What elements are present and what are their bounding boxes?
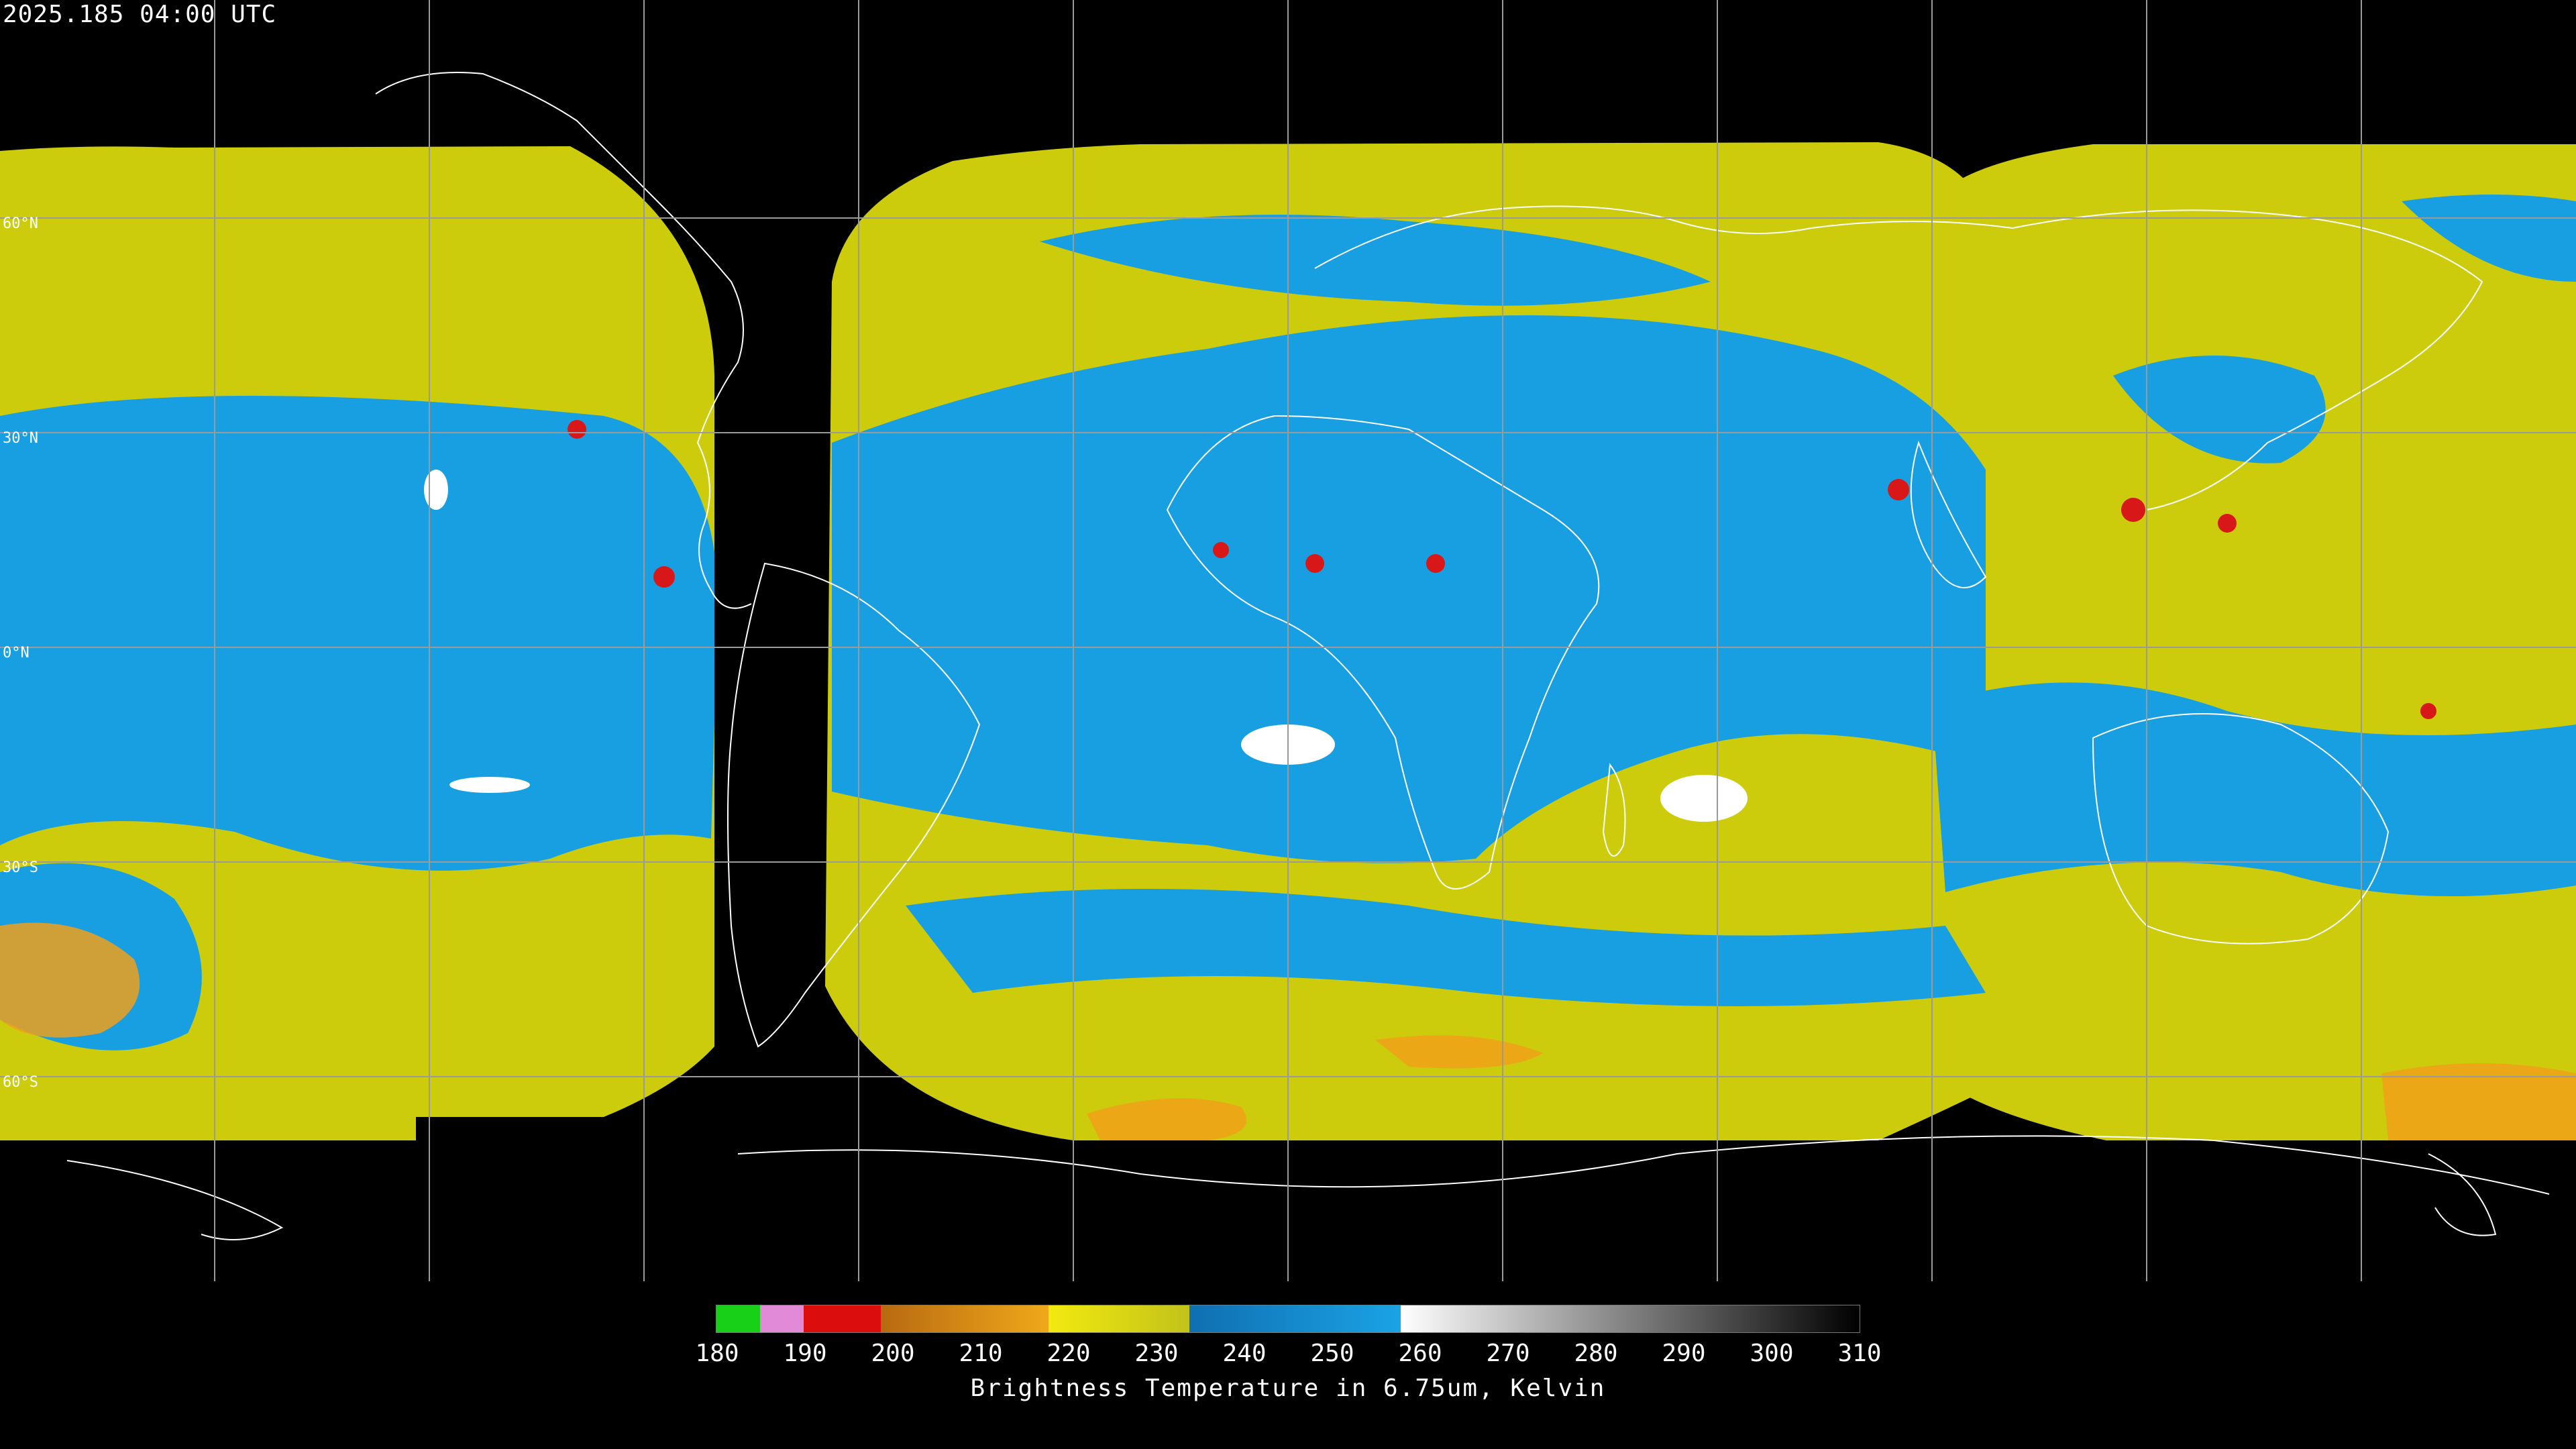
colorbar-segment-235 <box>1189 1305 1401 1332</box>
colorbar-tick-250: 250 <box>1310 1340 1354 1367</box>
timestamp: 2025.185 04:00 UTC <box>3 1 277 28</box>
colorbar-tick-260: 260 <box>1398 1340 1442 1367</box>
colorbar-segment-200 <box>881 1305 1049 1332</box>
colorbar-title: Brightness Temperature in 6.75um, Kelvin <box>970 1375 1606 1402</box>
lat-label-30n: 30°N <box>3 430 38 447</box>
gridlines <box>0 0 2576 1281</box>
colorbar-segment-185 <box>760 1305 804 1332</box>
colorbar-segment-180 <box>716 1305 760 1332</box>
colorbar-tick-230: 230 <box>1134 1340 1179 1367</box>
lat-label-60s: 60°S <box>3 1074 38 1091</box>
colorbar-tick-280: 280 <box>1574 1340 1618 1367</box>
colorbar-tick-270: 270 <box>1486 1340 1530 1367</box>
colorbar-tick-240: 240 <box>1222 1340 1267 1367</box>
colorbar-tick-220: 220 <box>1046 1340 1091 1367</box>
lat-label-60n: 60°N <box>3 215 38 232</box>
colorbar-segment-190 <box>804 1305 881 1332</box>
lat-label-30s: 30°S <box>3 859 38 876</box>
colorbar-tick-290: 290 <box>1662 1340 1706 1367</box>
colorbar-tick-190: 190 <box>783 1340 827 1367</box>
colorbar-segment-260 <box>1401 1305 1860 1332</box>
colorbar-tick-180: 180 <box>695 1340 739 1367</box>
colorbar-segment-220 <box>1049 1305 1189 1332</box>
colorbar <box>716 1305 1860 1333</box>
colorbar-tick-200: 200 <box>871 1340 915 1367</box>
lat-label-0n: 0°N <box>3 645 30 661</box>
colorbar-tick-310: 310 <box>1837 1340 1882 1367</box>
colorbar-tick-210: 210 <box>959 1340 1003 1367</box>
colorbar-legend: 180 190 200 210 220 230 240 250 260 270 … <box>0 1295 2576 1449</box>
colorbar-ticks: 180 190 200 210 220 230 240 250 260 270 … <box>0 1340 2576 1367</box>
colorbar-tick-300: 300 <box>1750 1340 1794 1367</box>
water-vapor-map <box>0 0 2576 1281</box>
